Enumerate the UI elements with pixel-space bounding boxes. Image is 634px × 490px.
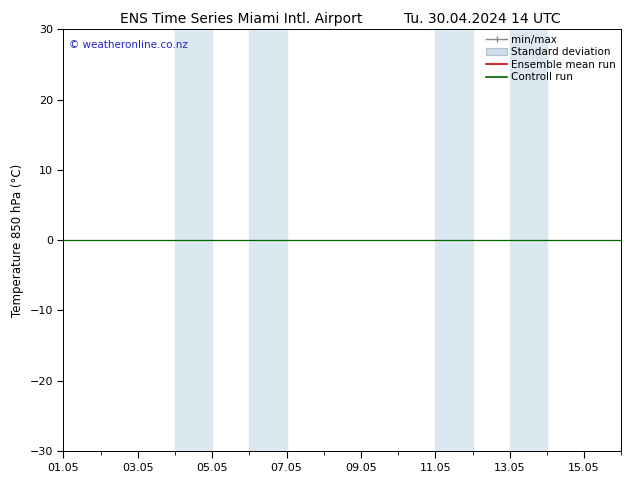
Text: Tu. 30.04.2024 14 UTC: Tu. 30.04.2024 14 UTC — [403, 12, 560, 26]
Bar — [436, 29, 472, 451]
Bar — [175, 29, 212, 451]
Text: ENS Time Series Miami Intl. Airport: ENS Time Series Miami Intl. Airport — [120, 12, 362, 26]
Bar — [510, 29, 547, 451]
Legend: min/max, Standard deviation, Ensemble mean run, Controll run: min/max, Standard deviation, Ensemble me… — [483, 31, 619, 86]
Bar — [249, 29, 287, 451]
Text: © weatheronline.co.nz: © weatheronline.co.nz — [69, 40, 188, 50]
Y-axis label: Temperature 850 hPa (°C): Temperature 850 hPa (°C) — [11, 164, 24, 317]
